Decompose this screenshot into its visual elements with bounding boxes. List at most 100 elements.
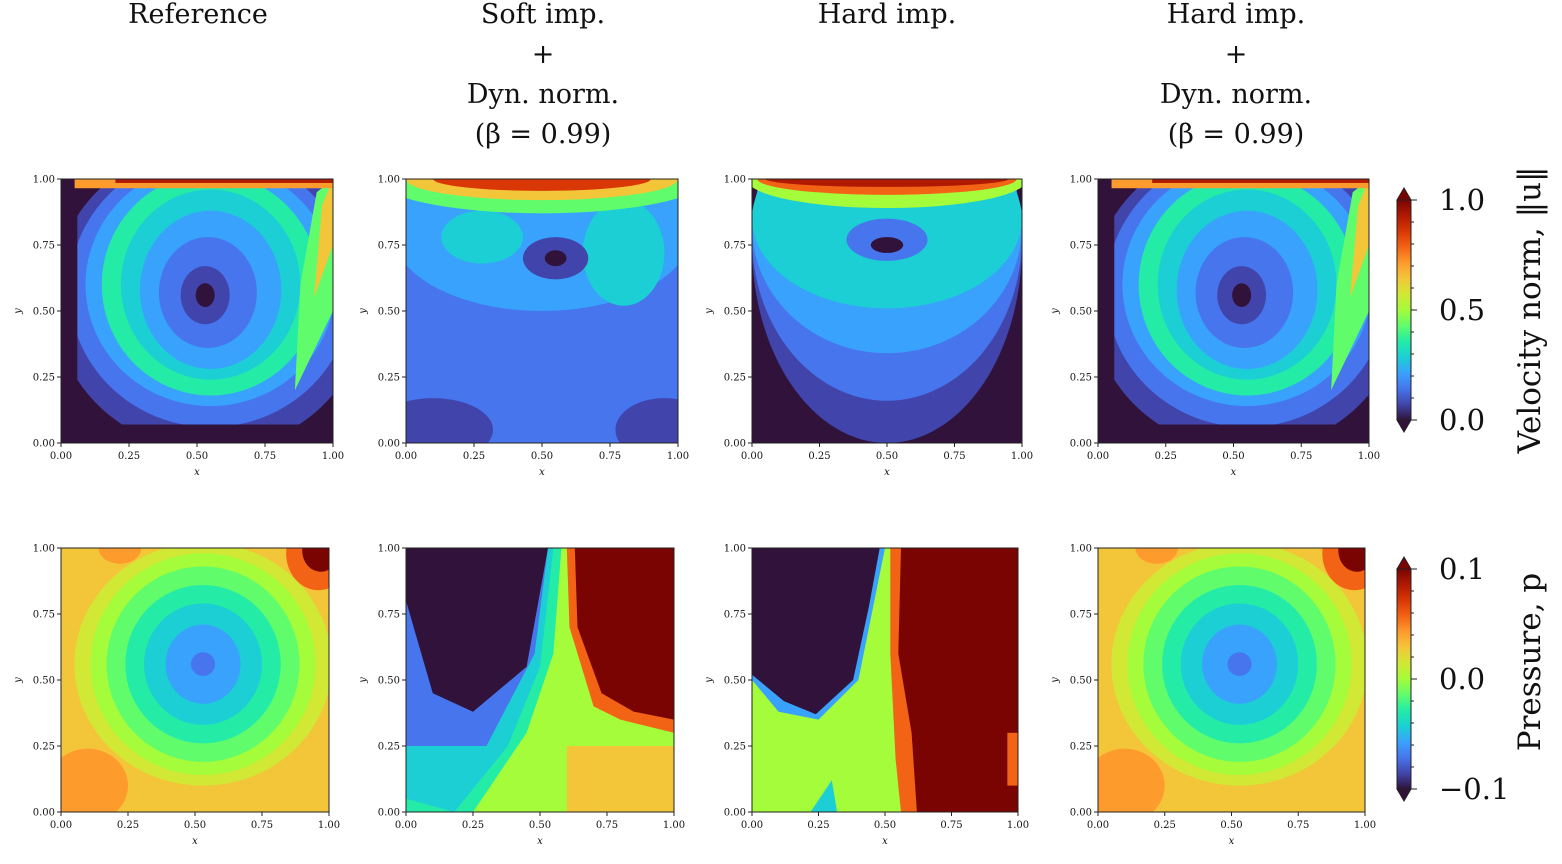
heatmap-panel [752,179,1022,443]
x-tick-label: 0.75 [596,820,618,831]
column-titles: Reference Soft imp. + Dyn. norm. (β = 0.99) H… [128,0,1312,150]
x-tick-label: 0.25 [1154,820,1176,831]
column-title-line: + [532,39,555,70]
contour-level [566,746,674,812]
y-tick-label: 1.00 [724,544,746,555]
y-tick-label: 0.75 [33,241,55,252]
x-tick-label: 0.25 [808,451,830,462]
y-axis-label: y [1050,308,1061,315]
heatmap-panel [1098,179,1369,443]
x-tick-label: 0.25 [1155,451,1177,462]
y-tick-label: 0.75 [33,610,55,621]
colorbars: 0.0 0.5 1.0 Velocity norm, ‖u‖ −0.1 0.0 0.1 Pre… [1396,166,1548,806]
y-tick-label: 0.00 [1070,808,1092,819]
contour-level [615,398,678,443]
colorbar-gradient [1397,200,1411,420]
contour-level [302,548,329,572]
colorbar-tick-label: 0.1 [1439,552,1485,586]
x-tick-label: 0.75 [254,451,276,462]
column-title-line: + [1225,39,1248,70]
y-tick-label: 0.25 [724,742,746,753]
x-tick-label: 0.50 [531,451,553,462]
contour-level [1350,179,1369,298]
contour-level [574,548,674,720]
x-tick-label: 0.50 [874,820,896,831]
colorbar-tick-label: −0.1 [1439,772,1509,806]
y-tick-label: 1.00 [33,175,55,186]
y-tick-label: 0.00 [724,439,746,450]
y-tick-label: 1.00 [1070,544,1092,555]
x-tick-label: 1.00 [663,820,685,831]
y-axis-label: y [13,308,24,315]
x-tick-label: 0.00 [1087,820,1109,831]
x-tick-label: 0.75 [940,820,962,831]
y-tick-label: 0.75 [378,241,400,252]
y-tick-label: 0.75 [724,610,746,621]
x-tick-label: 1.00 [1354,820,1376,831]
colorbar-label: Pressure, p [1512,573,1548,752]
contour-level [870,237,904,253]
y-tick-label: 1.00 [724,175,746,186]
x-tick-label: 0.75 [251,820,273,831]
y-tick-label: 0.25 [1070,373,1092,384]
y-tick-label: 0.00 [378,439,400,450]
heatmap-panel [406,179,678,443]
contour-level [61,205,78,443]
x-tick-label: 0.50 [186,451,208,462]
contour-level [406,548,548,712]
y-tick-label: 0.25 [33,742,55,753]
contour-level [74,179,333,189]
x-tick-label: 0.00 [50,820,72,831]
colorbar-extend-min [1396,788,1412,802]
colorbar-extend-max [1396,187,1412,201]
y-tick-label: 0.50 [1070,676,1092,687]
column-title-line: Hard imp. [818,0,957,30]
x-axis-label: x [192,836,198,847]
contour-level [195,283,215,308]
colorbar-gradient [1397,569,1411,789]
panels: 0.000.000.250.250.500.500.750.751.001.00… [13,175,1380,848]
contour-level [752,548,880,715]
y-tick-label: 1.00 [378,544,400,555]
y-tick-label: 0.75 [1070,610,1092,621]
y-tick-label: 0.75 [1070,241,1092,252]
x-axis-label: x [537,836,543,847]
contour-level [61,424,333,443]
contour-level [61,748,128,812]
x-tick-label: 0.00 [395,451,417,462]
column-title-line: Dyn. norm. [467,79,619,110]
x-tick-label: 0.25 [118,451,140,462]
y-tick-label: 0.50 [378,307,400,318]
x-axis-label: x [1229,836,1235,847]
y-tick-label: 0.25 [1070,742,1092,753]
heatmap-panel [61,548,329,812]
x-tick-label: 1.00 [667,451,689,462]
x-tick-label: 0.00 [1087,451,1109,462]
y-tick-label: 0.25 [724,373,746,384]
contour-level [1135,548,1179,564]
x-tick-label: 1.00 [1007,820,1029,831]
colorbar-label: Velocity norm, ‖u‖ [1512,166,1548,454]
x-tick-label: 0.25 [463,451,485,462]
column-title-line: Soft imp. [481,0,605,30]
colorbar-tick-label: 0.0 [1439,662,1485,696]
colorbar-extend-max [1396,556,1412,570]
x-tick-label: 1.00 [322,451,344,462]
x-axis-label: x [882,836,888,847]
y-tick-label: 0.00 [724,808,746,819]
y-tick-label: 0.50 [1070,307,1092,318]
contour-level [810,780,838,812]
y-tick-label: 0.50 [724,307,746,318]
x-tick-label: 0.50 [529,820,551,831]
y-tick-label: 0.25 [378,742,400,753]
y-tick-label: 0.75 [378,610,400,621]
colorbar-extend-min [1396,419,1412,433]
colorbar-tick-label: 0.5 [1439,293,1485,327]
y-tick-label: 1.00 [378,175,400,186]
column-title-line: Dyn. norm. [1160,79,1312,110]
contour-level [433,179,651,191]
contour-level [1098,424,1369,443]
x-tick-label: 1.00 [1011,451,1033,462]
y-axis-label: y [704,677,715,684]
